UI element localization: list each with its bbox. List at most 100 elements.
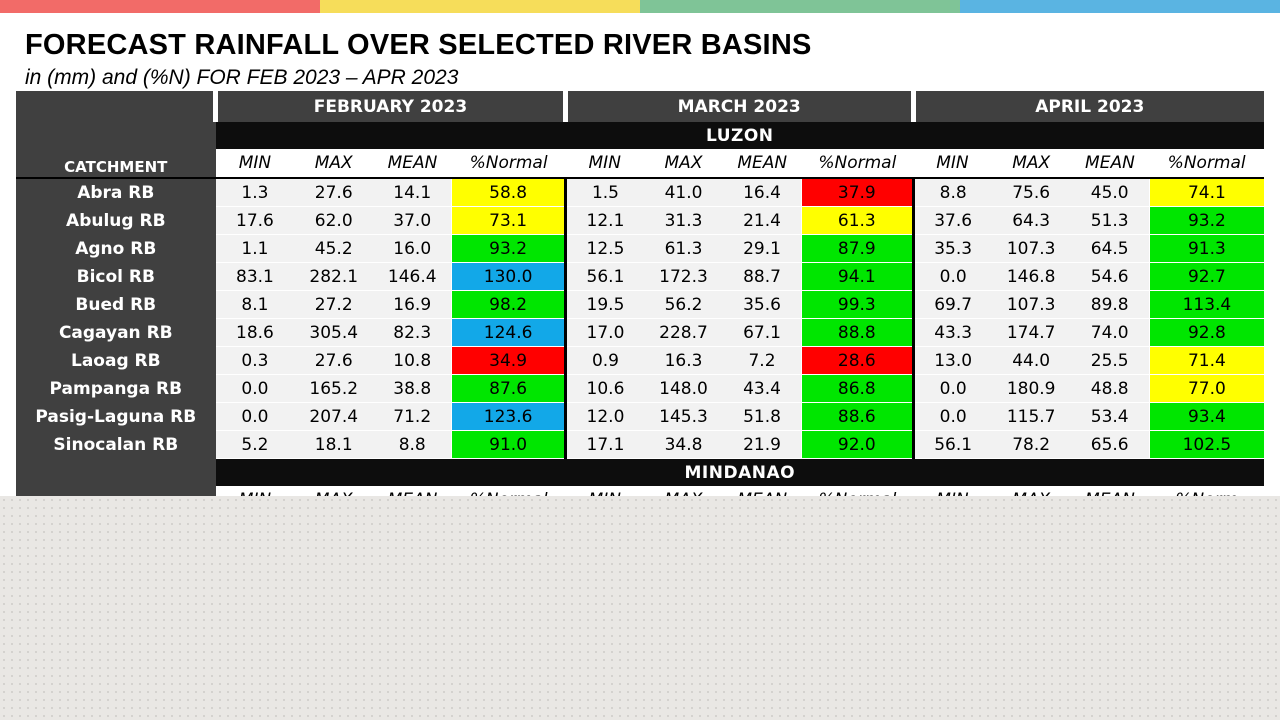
max-value: 115.7	[991, 402, 1071, 431]
table-row: Pampanga RB 0.0 165.2 38.8 87.6 10.6 148.0 43.4…	[16, 374, 1264, 403]
mean-value: 89.8	[1070, 290, 1150, 319]
mean-value: 67.1	[722, 318, 802, 347]
min-value: 0.3	[215, 346, 295, 375]
min-value: 37.6	[911, 206, 992, 235]
region-row-luzon: LUZON	[16, 122, 1264, 149]
mean-value: 88.7	[722, 262, 802, 291]
pct-normal-value: 58.8	[451, 178, 566, 207]
max-value: 75.6	[991, 178, 1071, 207]
column-header-pct-normal: %Normal	[801, 486, 914, 496]
mean-value: 14.1	[373, 178, 452, 207]
mean-value: 35.6	[722, 290, 802, 319]
region-label-luzon: LUZON	[215, 122, 1264, 149]
max-value: 165.2	[294, 374, 374, 403]
mean-value: 45.0	[1070, 178, 1150, 207]
mean-value: 25.5	[1070, 346, 1150, 375]
pct-normal-value: 87.6	[451, 374, 566, 403]
min-value: 13.0	[911, 346, 992, 375]
min-value: 56.1	[563, 262, 645, 291]
catchment-name: Agno RB	[16, 234, 216, 263]
mean-value: 21.9	[722, 430, 802, 459]
mean-value: 43.4	[722, 374, 802, 403]
min-value: 10.6	[563, 374, 645, 403]
pct-normal-value: 93.2	[451, 234, 566, 263]
column-header-pct-normal: %Normal	[1149, 149, 1264, 179]
max-value: 27.6	[294, 346, 374, 375]
pct-normal-value: 92.8	[1148, 318, 1264, 347]
pct-normal-value: 71.4	[1148, 346, 1264, 375]
min-value: 35.3	[911, 234, 992, 263]
max-value: 146.8	[991, 262, 1071, 291]
pct-normal-value: 93.4	[1148, 402, 1264, 431]
month-header-march: MARCH 2023	[562, 91, 914, 122]
min-value: 1.3	[215, 178, 295, 207]
table-row: Pasig-Laguna RB 0.0 207.4 71.2 123.6 12.0 145.…	[16, 402, 1264, 431]
max-value: 64.3	[991, 206, 1071, 235]
month-header-february: FEBRUARY 2023	[213, 91, 566, 122]
mean-value: 8.8	[373, 430, 452, 459]
pct-normal-value: 74.1	[1148, 178, 1264, 207]
column-header-row-luzon: CATCHMENT MIN MAX MEAN %Normal MIN MAX MEAN %Nor…	[16, 149, 1264, 179]
mean-value: 54.6	[1070, 262, 1150, 291]
min-value: 0.0	[911, 402, 992, 431]
min-value: 18.6	[215, 318, 295, 347]
rainfall-table: FEBRUARY 2023 MARCH 2023 APRIL 2023 LUZO…	[16, 91, 1264, 496]
pct-normal-value: 88.6	[801, 402, 914, 431]
column-header-pct-normal: %Norm	[1149, 486, 1264, 496]
pct-normal-value: 91.3	[1148, 234, 1264, 263]
catchment-name: Bicol RB	[16, 262, 216, 291]
mean-value: 146.4	[373, 262, 452, 291]
pct-normal-value: 123.6	[451, 402, 566, 431]
table-row: Sinocalan RB 5.2 18.1 8.8 91.0 17.1 34.8 21.9 92…	[16, 430, 1264, 459]
top-bar-blue-segment	[960, 0, 1280, 13]
min-value: 0.0	[215, 374, 295, 403]
catchment-name: Abulug RB	[16, 206, 216, 235]
max-value: 62.0	[294, 206, 374, 235]
table-row: Abulug RB 17.6 62.0 37.0 73.1 12.1 31.3 21.4 61.…	[16, 206, 1264, 235]
min-value: 8.8	[911, 178, 992, 207]
mean-value: 38.8	[373, 374, 452, 403]
max-value: 148.0	[644, 374, 723, 403]
top-bar-red-segment	[0, 0, 320, 13]
max-value: 172.3	[644, 262, 723, 291]
top-bar-green-segment	[640, 0, 960, 13]
slide-title: FORECAST RAINFALL OVER SELECTED RIVER BA…	[25, 29, 812, 61]
column-header-mean: MEAN	[1070, 149, 1150, 179]
region-label-mindanao: MINDANAO	[215, 458, 1264, 486]
slide-subtitle: in (mm) and (%N) FOR FEB 2023 – APR 2023	[25, 66, 459, 89]
catchment-name: Abra RB	[16, 178, 216, 207]
table-row: Bicol RB 83.1 282.1 146.4 130.0 56.1 172.3 88.7…	[16, 262, 1264, 291]
mean-value: 51.3	[1070, 206, 1150, 235]
column-header-pct-normal: %Normal	[451, 149, 566, 179]
min-value: 83.1	[215, 262, 295, 291]
max-value: 107.3	[991, 290, 1071, 319]
top-bar-yellow-segment	[320, 0, 640, 13]
column-header-max: MAX	[644, 149, 723, 179]
table-row: Bued RB 8.1 27.2 16.9 98.2 19.5 56.2 35.6 99.3 69…	[16, 290, 1264, 319]
column-header-pct-normal: %Normal	[451, 486, 566, 496]
column-header-min: MIN	[913, 149, 992, 179]
table-row: Laoag RB 0.3 27.6 10.8 34.9 0.9 16.3 7.2 28.6 13.…	[16, 346, 1264, 375]
column-header-row-mindanao: CATCHMENTMINMAXMEAN%NormalMINMAXMEAN%Nor…	[16, 486, 1264, 496]
min-value: 0.0	[215, 402, 295, 431]
column-header-min: MIN	[565, 149, 645, 179]
max-value: 174.7	[991, 318, 1071, 347]
pct-normal-value: 102.5	[1148, 430, 1264, 459]
min-value: 56.1	[911, 430, 992, 459]
column-header-max: MAX	[294, 149, 374, 179]
max-value: 228.7	[644, 318, 723, 347]
max-value: 27.2	[294, 290, 374, 319]
column-header-min: MIN	[215, 486, 295, 496]
max-value: 34.8	[644, 430, 723, 459]
catchment-name: Bued RB	[16, 290, 216, 319]
pct-normal-value: 130.0	[451, 262, 566, 291]
pct-normal-value: 87.9	[801, 234, 914, 263]
column-header-max: MAX	[644, 486, 723, 496]
min-value: 19.5	[563, 290, 645, 319]
min-value: 0.9	[563, 346, 645, 375]
pct-normal-value: 92.0	[801, 430, 914, 459]
pct-normal-value: 124.6	[451, 318, 566, 347]
pct-normal-value: 28.6	[801, 346, 914, 375]
mean-value: 53.4	[1070, 402, 1150, 431]
mean-value: 16.9	[373, 290, 452, 319]
